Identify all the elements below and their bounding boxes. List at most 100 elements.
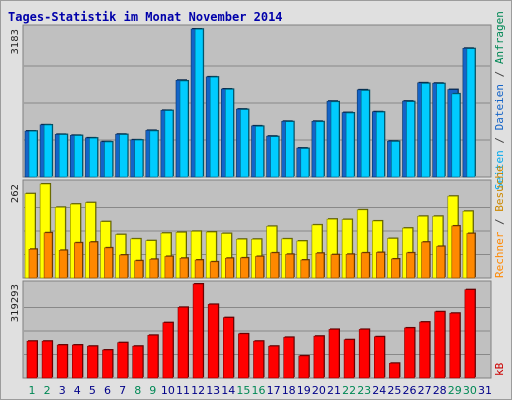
bottom-bar-kb bbox=[87, 345, 98, 379]
top-bar-seiten bbox=[164, 110, 174, 178]
middle-bar-rechner bbox=[164, 256, 174, 279]
bottom-bar-kb bbox=[223, 317, 234, 379]
bottom-panel: 319293 bbox=[10, 280, 492, 379]
top-legend-item: Dateien bbox=[493, 84, 506, 130]
middle-bar-rechner bbox=[270, 252, 279, 279]
top-bar-seiten bbox=[315, 121, 325, 178]
middle-bar-rechner bbox=[451, 225, 461, 279]
middle-bar-rechner bbox=[179, 257, 189, 279]
bottom-bar-kb bbox=[253, 340, 264, 379]
middle-bar-rechner bbox=[391, 258, 400, 279]
middle-bar-rechner bbox=[74, 242, 83, 279]
top-bar-seiten bbox=[436, 83, 446, 178]
bottom-bar-kb bbox=[41, 340, 53, 379]
bottom-bar-kb bbox=[192, 283, 204, 379]
top-max-label: 3183 bbox=[10, 29, 21, 54]
middle-bar-rechner bbox=[134, 260, 143, 279]
top-bar-seiten bbox=[406, 101, 415, 178]
middle-bar-rechner bbox=[89, 241, 98, 279]
middle-legend-item: Besuche bbox=[493, 165, 506, 211]
x-tick-label: 2 bbox=[44, 384, 51, 397]
x-tick-label: 6 bbox=[104, 384, 111, 397]
x-tick-label: 5 bbox=[89, 384, 96, 397]
x-tick-label: 8 bbox=[134, 384, 141, 397]
top-bar-seiten bbox=[28, 130, 38, 178]
middle-bar-rechner bbox=[119, 254, 128, 279]
x-tick-label: 21 bbox=[327, 384, 341, 397]
top-legend: Seiten / Dateien / Anfragen bbox=[493, 11, 506, 190]
top-bar-seiten bbox=[360, 90, 370, 178]
middle-bar-rechner bbox=[375, 252, 385, 279]
top-bar-seiten bbox=[240, 109, 249, 178]
bottom-legend: kB bbox=[493, 362, 506, 376]
middle-bar-rechner bbox=[194, 259, 204, 279]
x-tick-label: 27 bbox=[418, 384, 432, 397]
bottom-bar-kb bbox=[177, 307, 189, 379]
bottom-bar-kb bbox=[464, 289, 476, 379]
top-bar-seiten bbox=[134, 139, 143, 178]
middle-bar-rechner bbox=[300, 259, 310, 279]
bottom-bar-kb bbox=[72, 344, 83, 379]
top-bar-seiten bbox=[58, 134, 68, 178]
x-tick-label: 19 bbox=[297, 384, 311, 397]
x-tick-label: 11 bbox=[176, 384, 190, 397]
top-bar-seiten bbox=[89, 137, 98, 178]
top-bar-seiten bbox=[270, 136, 279, 178]
middle-bar-rechner bbox=[240, 257, 249, 279]
top-bar-seiten bbox=[391, 141, 400, 178]
x-tick-label: 4 bbox=[74, 384, 81, 397]
middle-bar-rechner bbox=[360, 252, 370, 279]
top-bar-seiten bbox=[119, 134, 128, 178]
middle-max-label: 262 bbox=[10, 184, 21, 203]
top-bar-seiten bbox=[330, 101, 340, 178]
middle-bar-rechner bbox=[466, 233, 476, 279]
x-tick-label: 12 bbox=[191, 384, 205, 397]
top-bar-seiten bbox=[179, 80, 189, 178]
bottom-bar-kb bbox=[328, 329, 340, 379]
x-tick-label: 29 bbox=[448, 384, 462, 397]
bottom-bar-kb bbox=[343, 339, 355, 379]
bottom-bar-kb bbox=[434, 311, 446, 379]
bottom-bar-kb bbox=[207, 304, 219, 379]
top-bar-seiten bbox=[209, 76, 219, 178]
bottom-bar-kb bbox=[313, 335, 325, 379]
top-bar-seiten bbox=[255, 126, 264, 178]
x-tick-label: 9 bbox=[149, 384, 156, 397]
middle-bar-rechner bbox=[209, 261, 219, 279]
middle-bar-rechner bbox=[285, 254, 295, 279]
x-tick-label: 17 bbox=[267, 384, 281, 397]
middle-legend-item: Rechner bbox=[493, 231, 506, 278]
bottom-bar-kb bbox=[449, 312, 461, 379]
top-bar-seiten bbox=[104, 141, 113, 178]
top-bar-seiten bbox=[285, 121, 295, 178]
bottom-bar-kb bbox=[373, 336, 385, 379]
x-tick-label: 31 bbox=[478, 384, 492, 397]
middle-bar-rechner bbox=[43, 232, 53, 279]
chart-title: Tages-Statistik im Monat November 2014 bbox=[8, 10, 283, 24]
x-tick-label: 25 bbox=[387, 384, 401, 397]
bottom-max-label: 319293 bbox=[10, 284, 21, 322]
bottom-bar-kb bbox=[419, 321, 430, 379]
bottom-bar-kb bbox=[56, 344, 68, 379]
x-tick-label: 1 bbox=[29, 384, 36, 397]
x-tick-label: 7 bbox=[119, 384, 126, 397]
bottom-bar-kb bbox=[132, 345, 143, 379]
top-bar-seiten bbox=[421, 83, 430, 178]
x-tick-label: 30 bbox=[463, 384, 477, 397]
bottom-bar-kb bbox=[26, 340, 38, 379]
top-bar-seiten bbox=[194, 28, 204, 178]
bottom-bar-kb bbox=[102, 349, 113, 379]
x-tick-label: 23 bbox=[357, 384, 371, 397]
bottom-bar-kb bbox=[358, 329, 370, 379]
top-legend-item: Seiten bbox=[493, 150, 506, 190]
top-bar-seiten bbox=[345, 112, 355, 178]
middle-bar-rechner bbox=[345, 254, 355, 279]
middle-bar-rechner bbox=[315, 252, 325, 279]
x-tick-label: 28 bbox=[433, 384, 447, 397]
top-legend-item: Anfragen bbox=[493, 11, 506, 64]
middle-bar-rechner bbox=[330, 254, 340, 279]
bottom-bar-kb bbox=[283, 337, 295, 379]
top-bar-seiten bbox=[451, 93, 461, 178]
top-bar-seiten bbox=[375, 111, 385, 178]
